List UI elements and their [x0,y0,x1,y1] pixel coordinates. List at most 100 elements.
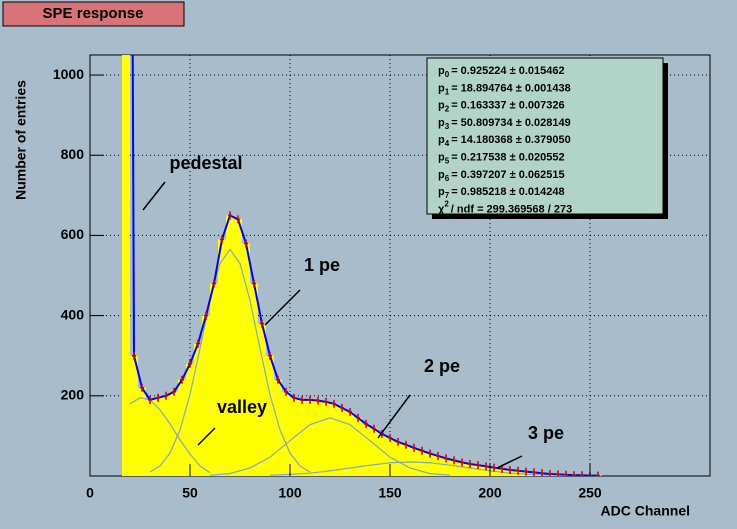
data-point [164,391,168,400]
stat-sub: 2 [444,200,449,209]
stat-sub: 6 [445,174,450,183]
stat-label: p [438,65,445,77]
bar [170,391,178,476]
stat-line: p4 = 14.180368 ± 0.379050 [438,134,571,148]
x-tick-label: 0 [86,485,94,501]
bar [210,283,218,476]
data-point [260,319,264,328]
data-point [140,383,144,392]
stat-value: = 0.985218 ± 0.014248 [451,186,564,198]
plot-area [90,55,710,476]
annotation: 2 pe [424,356,460,376]
stat-line: p5 = 0.217538 ± 0.020552 [438,151,565,165]
stat-label: p [438,82,445,94]
fit-component [269,461,551,476]
stat-line: p2 = 0.163337 ± 0.007326 [438,100,565,114]
annotation: 3 pe [528,423,564,443]
stat-value: = 0.163337 ± 0.007326 [451,100,564,112]
stat-line: p1 = 18.894764 ± 0.001438 [438,82,571,96]
bar [458,462,466,476]
stat-value: = 14.180368 ± 0.379050 [451,134,571,146]
data-point [556,470,560,476]
stat-sub: 3 [445,122,450,131]
stat-sub: 2 [445,105,450,114]
fit-component [209,417,451,476]
y-tick-label: 800 [61,146,85,162]
fit-component [129,397,211,474]
stat-label: p [438,117,445,129]
data-point [348,407,352,416]
bar [362,423,370,476]
stat-sub: 7 [445,191,450,200]
x-tick-label: 100 [278,485,302,501]
data-point [132,351,136,360]
bar [282,391,290,476]
bar [354,417,362,476]
data-point [220,235,224,244]
chart-title: SPE response [43,5,144,22]
stat-label: χ [438,203,445,215]
stat-value: = 0.217538 ± 0.020552 [451,151,564,163]
bar [346,411,354,476]
data-point [436,451,440,460]
title-box [2,1,185,27]
data-point [596,471,600,476]
data-point [356,413,360,422]
data-point [548,469,552,476]
data-point [188,359,192,368]
x-tick-label: 250 [578,485,602,501]
bar [418,450,426,476]
data-point [524,467,528,476]
stat-value: / ndf = 299.369568 / 273 [451,203,572,215]
stat-line: p3 = 50.809734 ± 0.028149 [438,117,571,131]
data-point [324,397,328,406]
data-point [156,393,160,402]
data-point [148,395,152,404]
fit-component [149,248,311,473]
stat-label: p [438,100,445,112]
x-tick-label: 150 [378,485,402,501]
annotation: valley [217,397,267,417]
data-point [228,211,232,220]
bar [466,463,474,476]
bar [306,399,314,476]
data-point [492,463,496,472]
bar [450,460,458,476]
bar [138,387,146,476]
bar [402,444,410,476]
data-point [396,437,400,446]
annotation: 1 pe [304,255,340,275]
y-tick-label: 1000 [53,66,84,82]
bar [394,441,402,476]
bar [258,323,266,476]
data-point [212,279,216,288]
stat-line: p7 = 0.985218 ± 0.014248 [438,186,565,200]
bar [226,215,234,476]
arrow [496,455,523,469]
stat-sub: 5 [445,157,450,166]
bar [474,465,482,476]
arrow [142,181,166,211]
bar [146,399,154,476]
y-axis-label: Number of entries [13,80,29,200]
data-point [388,433,392,442]
bar [154,397,162,476]
stat-value: = 0.397207 ± 0.062515 [451,169,564,181]
data-point [468,459,472,468]
data-point [308,395,312,404]
stat-label: p [438,186,445,198]
data-point [580,471,584,476]
data-point [532,468,536,476]
stat-line: p6 = 0.397207 ± 0.062515 [438,169,565,183]
stat-sub: 1 [445,87,450,96]
data-point [292,393,296,402]
data-point [460,458,464,467]
bar [162,395,170,476]
stats-box [426,57,664,215]
stat-line: χ2/ ndf = 299.369568 / 273 [438,200,572,216]
data-point [180,375,184,384]
stat-value: = 18.894764 ± 0.001438 [451,82,571,94]
stat-sub: 0 [445,70,450,79]
data-point [484,462,488,471]
